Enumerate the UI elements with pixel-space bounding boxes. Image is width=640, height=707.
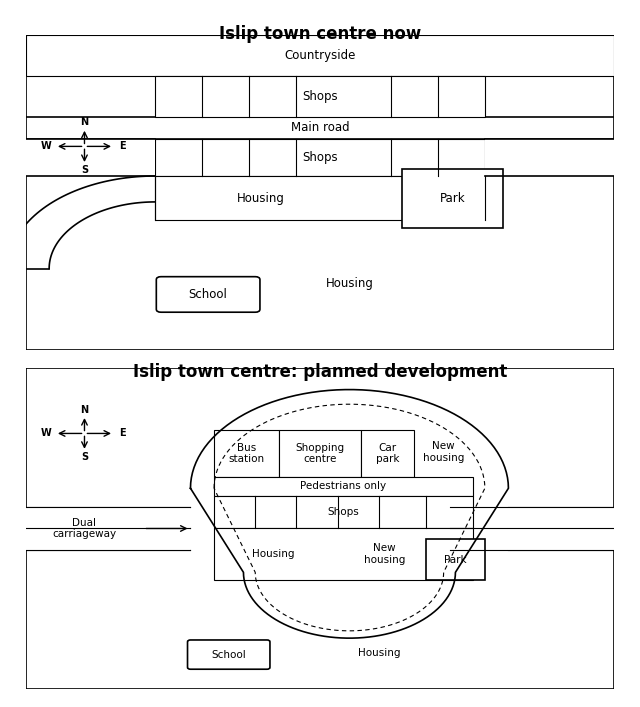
Text: Shopping
centre: Shopping centre xyxy=(296,443,344,464)
Bar xyxy=(449,529,614,551)
Text: Bus
station: Bus station xyxy=(228,443,264,464)
Bar xyxy=(214,529,473,580)
Text: School: School xyxy=(211,650,246,660)
Text: Dual
carriageway: Dual carriageway xyxy=(52,518,116,539)
Bar xyxy=(361,430,414,477)
Text: Housing: Housing xyxy=(358,648,400,658)
Bar xyxy=(26,139,155,176)
Text: Housing: Housing xyxy=(252,549,294,559)
Bar xyxy=(214,477,473,496)
Text: N: N xyxy=(81,117,88,127)
Bar xyxy=(26,506,191,529)
Text: Countryside: Countryside xyxy=(284,49,356,62)
Bar xyxy=(26,529,191,551)
Bar xyxy=(403,168,502,228)
Text: New
housing: New housing xyxy=(423,441,465,462)
FancyBboxPatch shape xyxy=(188,640,270,670)
Text: Park: Park xyxy=(444,554,467,565)
Bar xyxy=(426,539,485,580)
Bar xyxy=(26,35,614,76)
Text: Housing: Housing xyxy=(237,192,285,205)
Text: Main road: Main road xyxy=(291,122,349,134)
Text: School: School xyxy=(189,288,228,301)
Bar xyxy=(26,506,191,551)
Text: W: W xyxy=(41,428,52,438)
Bar xyxy=(485,139,614,176)
FancyBboxPatch shape xyxy=(156,276,260,312)
Bar xyxy=(214,430,279,477)
Text: E: E xyxy=(120,428,126,438)
Text: W: W xyxy=(41,141,52,151)
Text: S: S xyxy=(81,452,88,462)
Text: E: E xyxy=(120,141,126,151)
Bar xyxy=(155,176,485,221)
Bar xyxy=(508,506,614,551)
Text: N: N xyxy=(81,404,88,415)
Text: New
housing: New housing xyxy=(364,543,406,565)
Bar xyxy=(26,117,614,139)
Bar xyxy=(155,139,485,176)
Bar xyxy=(279,430,361,477)
Text: Car
park: Car park xyxy=(376,443,399,464)
Text: Shops: Shops xyxy=(302,90,338,103)
Text: Shops: Shops xyxy=(302,151,338,164)
Text: Islip town centre now: Islip town centre now xyxy=(219,25,421,42)
Text: Park: Park xyxy=(440,192,465,205)
Bar xyxy=(449,506,614,529)
Text: S: S xyxy=(81,165,88,175)
Bar xyxy=(155,76,485,117)
Text: Housing: Housing xyxy=(326,277,373,290)
Bar xyxy=(214,496,473,529)
Text: Shops: Shops xyxy=(328,507,360,517)
Polygon shape xyxy=(214,404,485,631)
Text: Pedestrians only: Pedestrians only xyxy=(301,481,387,491)
Text: Islip town centre: planned development: Islip town centre: planned development xyxy=(133,363,507,380)
